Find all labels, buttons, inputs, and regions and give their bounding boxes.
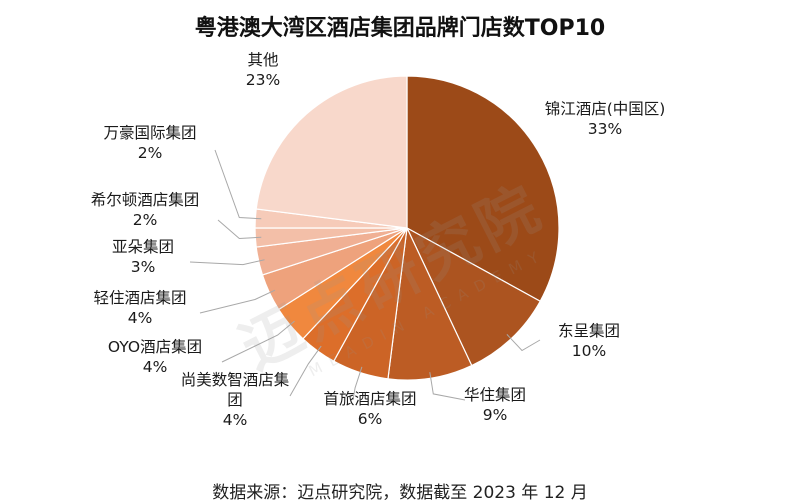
slice-name: 首旅酒店集团 <box>323 390 416 408</box>
slice-percent: 4% <box>128 309 153 327</box>
leader-line <box>217 219 262 240</box>
leader-line <box>506 334 541 352</box>
slice-label: 尚美数智酒店集团 4% <box>181 371 290 429</box>
data-source-footer: 数据来源：迈点研究院，数据截至 2023 年 12 月 <box>212 483 588 503</box>
leader-line <box>221 320 295 363</box>
slice-percent: 4% <box>143 358 168 376</box>
slice-name: 轻住酒店集团 <box>93 289 186 307</box>
slice-name: 锦江酒店(中国区) <box>545 100 666 118</box>
slice-percent: 3% <box>131 258 156 276</box>
slice-label: 亚朵集团 3% <box>112 238 174 276</box>
slice-name: 团 <box>227 391 243 409</box>
slice-label: 其他 23% <box>246 51 280 89</box>
slice-name: 东呈集团 <box>558 322 620 340</box>
slice-label: 东呈集团 10% <box>558 322 620 360</box>
slice-label: 希尔顿酒店集团 2% <box>91 191 200 229</box>
slice-label: 轻住酒店集团 4% <box>93 289 186 327</box>
chart-title: 粤港澳大湾区酒店集团品牌门店数TOP10 <box>194 16 606 41</box>
slice-name: 亚朵集团 <box>112 238 174 256</box>
slice-name: OYO酒店集团 <box>108 338 202 356</box>
slice-name: 尚美数智酒店集 <box>181 371 290 389</box>
pie-slice <box>255 75 408 229</box>
slice-name: 华住集团 <box>464 386 526 404</box>
slice-percent: 33% <box>588 120 622 138</box>
slice-label: 华住集团 9% <box>464 386 526 424</box>
slice-percent: 9% <box>483 406 508 424</box>
slice-name: 万豪国际集团 <box>103 123 196 142</box>
slice-percent: 6% <box>358 410 383 428</box>
pie-slice <box>406 75 560 303</box>
slice-percent: 2% <box>138 144 163 162</box>
slice-name: 其他 <box>247 51 278 69</box>
leader-line <box>289 345 322 397</box>
slice-percent: 23% <box>246 71 280 89</box>
slice-label: 首旅酒店集团 6% <box>323 390 416 428</box>
slice-name: 希尔顿酒店集团 <box>91 191 200 209</box>
slice-label: 锦江酒店(中国区) 33% <box>545 100 666 138</box>
leader-line <box>189 259 265 266</box>
leader-line <box>199 289 276 314</box>
leader-line <box>352 366 363 401</box>
leader-line <box>429 372 466 401</box>
slice-label: 万豪国际集团 2% <box>103 123 196 162</box>
leader-line <box>214 149 262 220</box>
slice-label: OYO酒店集团 4% <box>108 338 202 376</box>
slice-percent: 2% <box>133 211 158 229</box>
slice-percent: 10% <box>572 342 606 360</box>
slice-percent: 4% <box>223 411 248 429</box>
